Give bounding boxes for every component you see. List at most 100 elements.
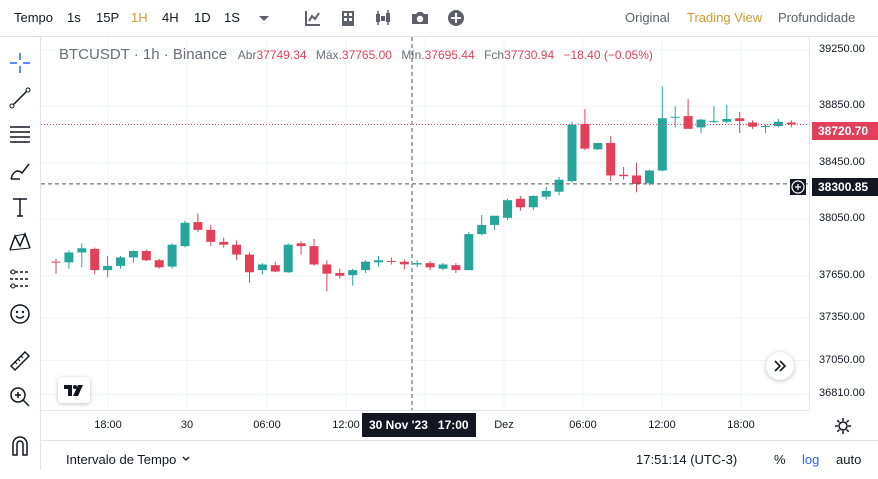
bottom-bar: Intervalo de Tempo 17:51:14 (UTC-3) % lo… xyxy=(41,440,878,470)
scroll-to-realtime-button[interactable] xyxy=(766,352,794,380)
candlestick-chart[interactable] xyxy=(41,37,809,410)
candle xyxy=(335,268,345,279)
candle xyxy=(193,213,203,232)
candle-body xyxy=(696,119,706,128)
candle-body xyxy=(154,260,164,268)
interval-4h-button[interactable]: 4H xyxy=(162,10,179,25)
candle-body xyxy=(167,244,177,267)
high-label: Máx. xyxy=(315,48,342,62)
candle xyxy=(683,99,693,129)
candle-body xyxy=(786,122,796,125)
ruler-tool-icon[interactable] xyxy=(8,349,32,373)
interval-1d-button[interactable]: 1D xyxy=(194,10,211,25)
candle-body xyxy=(541,191,551,197)
price-tick-label: 38050.00 xyxy=(819,212,865,225)
candle-body xyxy=(193,222,203,230)
candle-body xyxy=(761,126,770,128)
clock-display[interactable]: 17:51:14 (UTC-3) xyxy=(636,452,738,467)
candles-icon[interactable] xyxy=(373,8,393,28)
candle-body xyxy=(503,200,512,218)
time-tick-label: 18:00 xyxy=(94,419,122,431)
view-tradingview-tab[interactable]: Trading View xyxy=(687,10,763,25)
candle xyxy=(232,240,242,261)
tradingview-logo[interactable] xyxy=(58,377,90,403)
magnet-icon[interactable] xyxy=(8,434,32,458)
candle-body xyxy=(386,260,396,262)
candle-body xyxy=(399,261,409,265)
candle xyxy=(606,135,616,182)
horizontal-lines-tool-icon[interactable] xyxy=(8,122,32,146)
interval-1h-button[interactable]: 1H xyxy=(131,10,148,25)
view-original-tab[interactable]: Original xyxy=(625,10,670,25)
candle xyxy=(386,257,396,265)
candle-body xyxy=(632,175,641,184)
auto-scale-toggle[interactable]: auto xyxy=(836,452,862,467)
candle-body xyxy=(683,116,693,129)
candle xyxy=(399,259,409,270)
settings-gear-icon[interactable] xyxy=(833,416,853,436)
zoom-in-icon[interactable] xyxy=(8,385,32,409)
candle-body xyxy=(580,123,590,149)
drawing-toolbar xyxy=(0,37,41,470)
last-price-tag: 38720.70 xyxy=(812,122,878,140)
interval-15p-button[interactable]: 15P xyxy=(96,10,120,25)
low-label: Mín. xyxy=(401,48,425,62)
time-tick-label: 12:00 xyxy=(332,419,360,431)
emoji-tool-icon[interactable] xyxy=(8,302,32,326)
close-label: Fch xyxy=(484,48,505,62)
candle xyxy=(64,250,74,269)
crosshair-tool-icon[interactable] xyxy=(8,51,32,75)
trend-line-tool-icon[interactable] xyxy=(8,86,32,110)
candle xyxy=(296,241,306,255)
candle-body xyxy=(245,254,254,273)
candle xyxy=(786,120,796,128)
candle xyxy=(554,176,564,196)
crosshair-price-tag: 38300.85 xyxy=(812,178,878,196)
candle xyxy=(374,255,383,267)
candle-body xyxy=(219,241,229,245)
candle xyxy=(206,224,216,247)
time-tick-label: Dez xyxy=(494,419,514,431)
candle-body xyxy=(283,244,293,273)
crosshair-time-label: 30 Nov '23 17:00 xyxy=(362,413,476,437)
prediction-tool-icon[interactable] xyxy=(8,267,32,291)
tempo-label: Tempo xyxy=(14,10,54,25)
candle-body xyxy=(103,265,113,271)
candle xyxy=(761,124,770,134)
add-plus-icon[interactable] xyxy=(446,8,466,28)
candle xyxy=(154,258,164,269)
interval-1s-week-button[interactable]: 1S xyxy=(224,10,240,25)
top-toolbar: Tempo 1s 15P 1H 4H 1D 1S Original Tradin… xyxy=(0,0,878,37)
open-value: 37749.34 xyxy=(256,48,307,62)
camera-icon[interactable] xyxy=(410,8,430,28)
candle xyxy=(580,109,590,151)
add-alert-plus-icon[interactable] xyxy=(790,179,806,195)
candle xyxy=(270,261,280,273)
time-tick-label: 06:00 xyxy=(569,419,597,431)
chevron-down-icon[interactable] xyxy=(254,8,274,28)
price-axis[interactable]: 39250.00 38850.00 38450.00 38050.00 37650.00… xyxy=(809,37,878,410)
candle xyxy=(90,247,100,275)
candle xyxy=(180,220,190,248)
candle xyxy=(709,106,719,124)
candle-body xyxy=(722,118,732,122)
candle xyxy=(528,195,538,211)
candle xyxy=(361,260,371,273)
view-depth-tab[interactable]: Profundidade xyxy=(778,10,856,25)
candle xyxy=(696,118,706,134)
pattern-tool-icon[interactable] xyxy=(8,230,32,254)
time-range-dropdown[interactable]: Intervalo de Tempo xyxy=(66,441,191,479)
brush-tool-icon[interactable] xyxy=(8,159,32,183)
layout-icon[interactable] xyxy=(338,8,358,28)
time-axis[interactable]: 18:00 30 06:00 12:00 Dez 06:00 12:00 18:00 xyxy=(41,410,809,440)
open-label: Abr xyxy=(237,48,257,62)
candle xyxy=(438,263,448,271)
indicators-icon[interactable] xyxy=(303,8,323,28)
price-tick-label: 37650.00 xyxy=(819,268,865,281)
candle-body xyxy=(644,170,654,184)
text-tool-icon[interactable] xyxy=(8,195,32,219)
log-scale-toggle[interactable]: log xyxy=(802,452,820,467)
interval-1s-button[interactable]: 1s xyxy=(67,10,81,25)
percent-scale-toggle[interactable]: % xyxy=(774,452,786,467)
candle-body xyxy=(90,248,100,271)
